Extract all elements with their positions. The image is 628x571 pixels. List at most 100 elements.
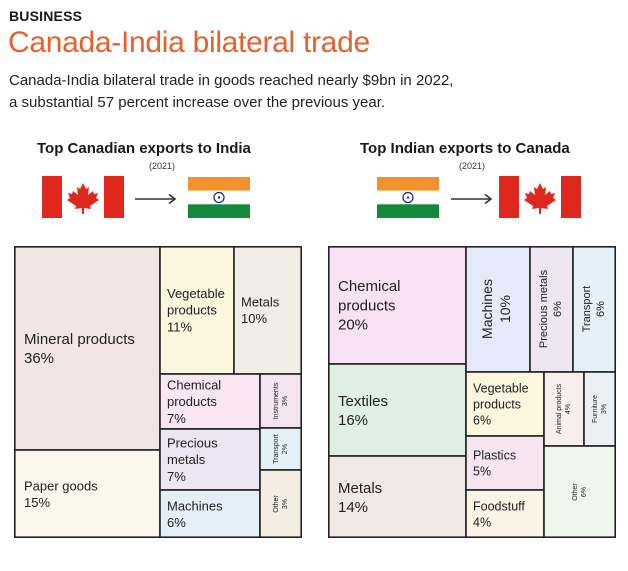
treemap-cell-label: products xyxy=(167,303,217,318)
treemap-cell-value: 2% xyxy=(282,444,289,454)
treemap-cell-animal-products: Animal products 4% xyxy=(543,371,585,447)
treemap-cell-value: 6% xyxy=(581,487,588,497)
treemap-cell-label: Plastics xyxy=(473,449,516,463)
treemap-cell-label: Mineral products xyxy=(24,331,135,348)
treemap-cell-rect xyxy=(328,363,467,457)
treemap-cell-rect xyxy=(572,246,616,373)
canada-flag-icon xyxy=(42,176,124,223)
treemap-cell-value: 10% xyxy=(241,311,267,326)
treemap-cell-value: 7% xyxy=(167,411,186,426)
section-kicker: BUSINESS xyxy=(9,8,83,24)
canada-flag-icon xyxy=(499,176,581,223)
treemap-cell-rect xyxy=(159,489,261,538)
treemap-cell-value: 6% xyxy=(595,301,607,317)
treemap-cell-value: 14% xyxy=(338,499,368,516)
treemap-cell-value: 3% xyxy=(601,404,608,414)
treemap-cell-value: 3% xyxy=(282,499,289,509)
treemap-cell-value: 20% xyxy=(338,317,368,334)
treemap-cell-label: Metals xyxy=(241,294,280,309)
treemap-cell-machines: Machines 10% xyxy=(465,246,531,373)
treemap-cell-other: Other 6% xyxy=(543,445,616,538)
treemap-cell-label: Machines xyxy=(167,498,223,513)
treemap-cell-label: Vegetable xyxy=(167,286,225,301)
treemap-cell-label: Chemical xyxy=(167,378,221,393)
treemap-cell-precious-metals: Precious metals 6% xyxy=(529,246,574,373)
treemap-cell-rect xyxy=(259,427,302,471)
treemap-cell-rect xyxy=(328,246,467,365)
treemap-cell-value: 3% xyxy=(282,396,289,406)
treemap-cell-value: 16% xyxy=(338,412,368,429)
page-subtitle: Canada-India bilateral trade in goods re… xyxy=(9,70,569,114)
panel-year-canada-exports: (2021) xyxy=(149,161,176,171)
treemap-cell-label: Precious xyxy=(167,436,218,451)
treemap-canada-exports: Mineral products 36% Paper goods 15% Vegetab… xyxy=(14,246,302,538)
treemap-cell-label: products xyxy=(167,394,217,409)
treemap-cell-transport: Transport 2% xyxy=(259,427,302,471)
treemap-cell-label: products xyxy=(473,398,521,412)
treemap-cell-instruments: Instruments 3% xyxy=(259,373,302,429)
arrow-right-icon xyxy=(134,192,178,210)
treemap-cell-label: Transport xyxy=(581,286,593,333)
treemap-cell-label: Metals xyxy=(338,480,382,497)
treemap-cell-label: Transport xyxy=(273,434,280,464)
treemap-cell-rect xyxy=(14,246,161,451)
treemap-cell-label: products xyxy=(338,297,396,314)
treemap-cell-label: Chemical xyxy=(338,278,401,295)
treemap-cell-machines: Machines 6% xyxy=(159,489,261,538)
treemap-cell-label: Instruments xyxy=(273,382,280,419)
treemap-cell-vegetable-products: Vegetable products 6% xyxy=(465,371,545,437)
treemap-cell-rect xyxy=(14,449,161,538)
treemap-cell-label: Furniture xyxy=(592,395,599,423)
panel-title-india-exports: Top Indian exports to Canada xyxy=(360,140,570,157)
page-title: Canada-India bilateral trade xyxy=(8,26,370,59)
treemap-frame xyxy=(14,246,302,538)
subtitle-line-2: a substantial 57 percent increase over t… xyxy=(9,94,386,111)
treemap-cell-value: 36% xyxy=(24,350,54,367)
treemap-cell-value: 6% xyxy=(473,414,491,428)
treemap-cell-value: 4% xyxy=(565,404,572,414)
subtitle-line-1: Canada-India bilateral trade in goods re… xyxy=(9,72,454,89)
india-flag-icon xyxy=(377,177,439,223)
treemap-cell-paper-goods: Paper goods 15% xyxy=(14,449,161,538)
treemap-cell-rect xyxy=(465,435,545,491)
treemap-cell-value: 6% xyxy=(552,301,564,317)
panel-title-canada-exports: Top Canadian exports to India xyxy=(37,140,251,157)
treemap-cell-metals: Metals 14% xyxy=(328,455,467,538)
treemap-cell-textiles: Textiles 16% xyxy=(328,363,467,457)
treemap-cell-label: Vegetable xyxy=(473,382,529,396)
treemap-cell-label: Foodstuff xyxy=(473,500,525,514)
treemap-cell-transport: Transport 6% xyxy=(572,246,616,373)
treemap-cell-value: 15% xyxy=(24,495,50,510)
treemap-cell-label: metals xyxy=(167,452,206,467)
treemap-cell-value: 11% xyxy=(167,319,192,334)
treemap-cell-foodstuff: Foodstuff 4% xyxy=(465,489,545,538)
treemap-cell-rect xyxy=(259,469,302,538)
panel-year-india-exports: (2021) xyxy=(459,161,486,171)
arrow-right-icon xyxy=(450,192,494,210)
treemap-cell-value: 4% xyxy=(473,516,491,530)
treemap-cell-chemical-products: Chemical products 20% xyxy=(328,246,467,365)
treemap-cell-rect xyxy=(543,445,616,538)
treemap-cell-rect xyxy=(233,246,302,375)
treemap-cell-plastics: Plastics 5% xyxy=(465,435,545,491)
treemap-india-exports: Chemical products 20% Textiles 16% Metals 14% M… xyxy=(328,246,616,538)
treemap-cell-label: Animal products xyxy=(556,383,563,434)
treemap-cell-label: Textiles xyxy=(338,393,388,410)
treemap-cell-label: Other xyxy=(572,483,579,501)
india-flag-icon xyxy=(188,177,250,223)
treemap-cell-label: Machines xyxy=(479,279,495,339)
treemap-cell-furniture: Furniture 3% xyxy=(583,371,616,447)
treemap-cell-value: 7% xyxy=(167,469,186,484)
treemap-cell-value: 5% xyxy=(473,465,491,479)
treemap-cell-rect xyxy=(543,371,585,447)
treemap-cell-label: Other xyxy=(273,495,280,513)
treemap-cell-mineral-products: Mineral products 36% xyxy=(14,246,161,451)
treemap-cell-rect xyxy=(328,455,467,538)
treemap-cell-other: Other 3% xyxy=(259,469,302,538)
treemap-cell-label: Paper goods xyxy=(24,478,98,493)
treemap-cell-rect xyxy=(465,489,545,538)
treemap-cell-value: 6% xyxy=(167,515,186,530)
